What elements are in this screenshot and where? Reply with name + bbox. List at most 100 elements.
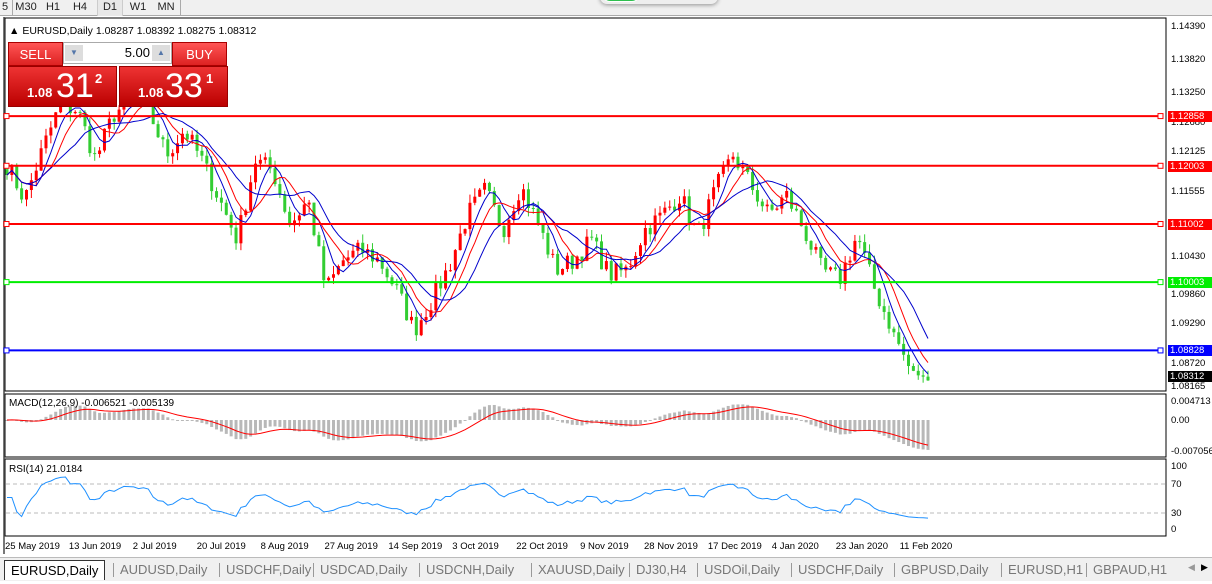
chart-tab[interactable]: AUDUSD,Daily (120, 562, 208, 577)
scroll-left-icon[interactable]: ◀ (1188, 562, 1195, 572)
tf-mn[interactable]: MN (157, 1, 175, 13)
chart-tab[interactable]: GBPAUD,H1 (1093, 562, 1168, 577)
chart-tab[interactable]: XAUUSD,Daily (538, 562, 625, 577)
macd-histogram-bar (843, 420, 847, 435)
buy-button[interactable]: BUY (172, 42, 227, 66)
macd-histogram-bar (78, 405, 82, 420)
chart-tab[interactable]: USDCHF,Daily (226, 562, 312, 577)
toolbar-separator (180, 0, 181, 16)
rsi-panel-border (4, 458, 1167, 537)
chart-tab[interactable]: GBPUSD,Daily (901, 562, 989, 577)
macd-histogram-bar (336, 420, 340, 441)
macd-histogram-bar (185, 420, 189, 421)
macd-histogram-bar (249, 420, 253, 437)
macd-histogram-bar (210, 420, 214, 427)
candle-body (254, 163, 258, 183)
candle-body (546, 232, 550, 255)
tf-h1[interactable]: H1 (45, 1, 61, 13)
lot-size-stepper[interactable]: ▼ 5.00 ▲ (63, 42, 172, 64)
candle-body (648, 227, 652, 235)
candle-body (239, 215, 243, 244)
autotrading-toggle[interactable] (600, 0, 718, 4)
macd-histogram-bar (68, 406, 72, 420)
date-axis-label: 13 Jun 2019 (68, 541, 122, 552)
candle-body (517, 200, 521, 212)
chart-tab[interactable]: USDOil,Daily (704, 562, 780, 577)
date-axis-label: 20 Jul 2019 (196, 541, 246, 552)
macd-histogram-bar (507, 408, 511, 420)
candle-body (580, 256, 584, 261)
macd-histogram-bar (361, 420, 365, 436)
macd-histogram-bar (370, 420, 374, 435)
toolbar-separator (12, 0, 13, 16)
tf-m5[interactable]: 5 (1, 1, 9, 13)
chart-tab[interactable]: USDCAD,Daily (320, 562, 408, 577)
macd-histogram-bar (531, 408, 535, 420)
candle-body (673, 206, 677, 211)
candle-body (824, 257, 828, 270)
chart-tab[interactable]: USDCNH,Daily (426, 562, 515, 577)
macd-histogram-bar (405, 420, 409, 438)
scroll-right-icon[interactable]: ▶ (1201, 562, 1208, 572)
macd-histogram-bar (278, 420, 282, 427)
candle-body (887, 311, 891, 329)
macd-histogram-bar (634, 420, 638, 426)
macd-histogram-bar (716, 409, 720, 420)
macd-axis-max: 0.004713 (1171, 396, 1211, 407)
tf-h4[interactable]: H4 (72, 1, 88, 13)
candle-body (180, 133, 184, 144)
candle-body (151, 101, 155, 125)
chart-tab[interactable]: DJ30,H4 (636, 562, 687, 577)
candle-body (595, 237, 599, 242)
chart-tab[interactable]: USDCHF,Daily (798, 562, 884, 577)
candle-body (911, 366, 915, 371)
candle-body (809, 240, 813, 250)
macd-histogram-bar (809, 420, 813, 425)
macd-histogram-bar (448, 420, 452, 431)
macd-histogram-bar (897, 420, 901, 443)
candle-body (512, 211, 516, 220)
price-axis-label: 1.12125 (1171, 145, 1206, 157)
macd-histogram-bar (166, 417, 170, 420)
candle-body (346, 257, 350, 261)
macd-histogram-bar (54, 411, 58, 420)
candle-body (20, 188, 24, 200)
tf-m30[interactable]: M30 (15, 1, 37, 13)
increase-lots-icon[interactable]: ▲ (152, 45, 170, 61)
line-handle-right (1157, 221, 1164, 228)
macd-histogram-bar (73, 405, 77, 420)
tf-w1[interactable]: W1 (129, 1, 147, 13)
chart-tab[interactable]: EURUSD,Daily (4, 560, 106, 580)
macd-histogram-bar (107, 412, 111, 420)
price-line-tag: 1.08828 (1168, 345, 1212, 357)
candle-body (278, 184, 282, 195)
macd-histogram-bar (49, 414, 53, 420)
price-axis-label: 1.08720 (1171, 357, 1206, 369)
sell-price-pip: 2 (95, 71, 103, 86)
candle-body (93, 153, 97, 155)
tf-d1[interactable]: D1 (97, 0, 123, 16)
macd-histogram-bar (643, 420, 647, 422)
sell-price-button[interactable]: 1.08 31 2 (8, 66, 117, 107)
macd-histogram-bar (429, 420, 433, 441)
decrease-lots-icon[interactable]: ▼ (65, 45, 83, 61)
macd-histogram-bar (565, 420, 569, 424)
candle-body (453, 250, 457, 271)
chart-window[interactable] (3, 17, 1167, 554)
candle-body (39, 148, 43, 171)
sell-button[interactable]: SELL (8, 42, 63, 66)
collapse-triangle-icon[interactable]: ▲ (9, 25, 23, 37)
candle-body (570, 255, 574, 269)
date-axis-label: 17 Dec 2019 (707, 541, 762, 552)
candle-body (561, 269, 565, 275)
macd-histogram-bar (141, 408, 145, 420)
chart-tab[interactable]: EURUSD,H1 (1008, 562, 1084, 577)
macd-histogram-bar (877, 420, 881, 434)
macd-histogram-bar (297, 420, 301, 432)
price-line-tag: 1.12003 (1168, 160, 1212, 172)
date-axis-label: 2 Jul 2019 (132, 541, 177, 552)
macd-histogram-bar (112, 412, 116, 420)
buy-price-button[interactable]: 1.08 33 1 (119, 66, 228, 107)
lot-size-input[interactable]: 5.00 (124, 45, 150, 60)
